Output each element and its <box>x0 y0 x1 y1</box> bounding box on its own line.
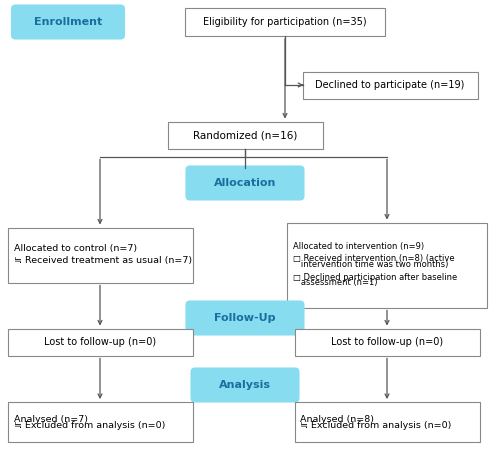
Text: □ Declined participation after baseline: □ Declined participation after baseline <box>293 272 457 281</box>
FancyBboxPatch shape <box>12 5 124 39</box>
Text: Allocation: Allocation <box>214 178 276 188</box>
Text: Lost to follow-up (n=0): Lost to follow-up (n=0) <box>331 337 443 347</box>
Text: Analysed (n=8): Analysed (n=8) <box>300 415 374 424</box>
Text: ≒ Excluded from analysis (n=0): ≒ Excluded from analysis (n=0) <box>14 420 165 429</box>
Text: Randomized (n=16): Randomized (n=16) <box>193 130 297 140</box>
FancyBboxPatch shape <box>287 222 487 307</box>
FancyBboxPatch shape <box>186 301 304 335</box>
Text: ≒ Received treatment as usual (n=7): ≒ Received treatment as usual (n=7) <box>14 257 192 266</box>
FancyBboxPatch shape <box>294 329 480 355</box>
Text: ≒ Excluded from analysis (n=0): ≒ Excluded from analysis (n=0) <box>300 420 452 429</box>
Text: Enrollment: Enrollment <box>34 17 102 27</box>
FancyBboxPatch shape <box>185 8 385 36</box>
FancyBboxPatch shape <box>8 329 192 355</box>
Text: Follow-Up: Follow-Up <box>214 313 276 323</box>
Text: Declined to participate (n=19): Declined to participate (n=19) <box>316 80 464 90</box>
FancyBboxPatch shape <box>294 402 480 442</box>
Text: □ Received intervention (n=8) (active: □ Received intervention (n=8) (active <box>293 255 454 263</box>
FancyBboxPatch shape <box>168 122 322 148</box>
Text: Allocated to control (n=7): Allocated to control (n=7) <box>14 245 136 253</box>
Text: Lost to follow-up (n=0): Lost to follow-up (n=0) <box>44 337 156 347</box>
Text: assessment (n=1): assessment (n=1) <box>293 278 378 287</box>
FancyBboxPatch shape <box>186 166 304 200</box>
Text: intervention time was two months): intervention time was two months) <box>293 261 448 270</box>
Text: Analysed (n=7): Analysed (n=7) <box>14 415 88 424</box>
FancyBboxPatch shape <box>8 227 192 282</box>
FancyBboxPatch shape <box>8 402 192 442</box>
FancyBboxPatch shape <box>191 368 299 402</box>
Text: Allocated to intervention (n=9): Allocated to intervention (n=9) <box>293 242 424 252</box>
FancyBboxPatch shape <box>302 71 478 99</box>
Text: Eligibility for participation (n=35): Eligibility for participation (n=35) <box>203 17 367 27</box>
Text: Analysis: Analysis <box>219 380 271 390</box>
